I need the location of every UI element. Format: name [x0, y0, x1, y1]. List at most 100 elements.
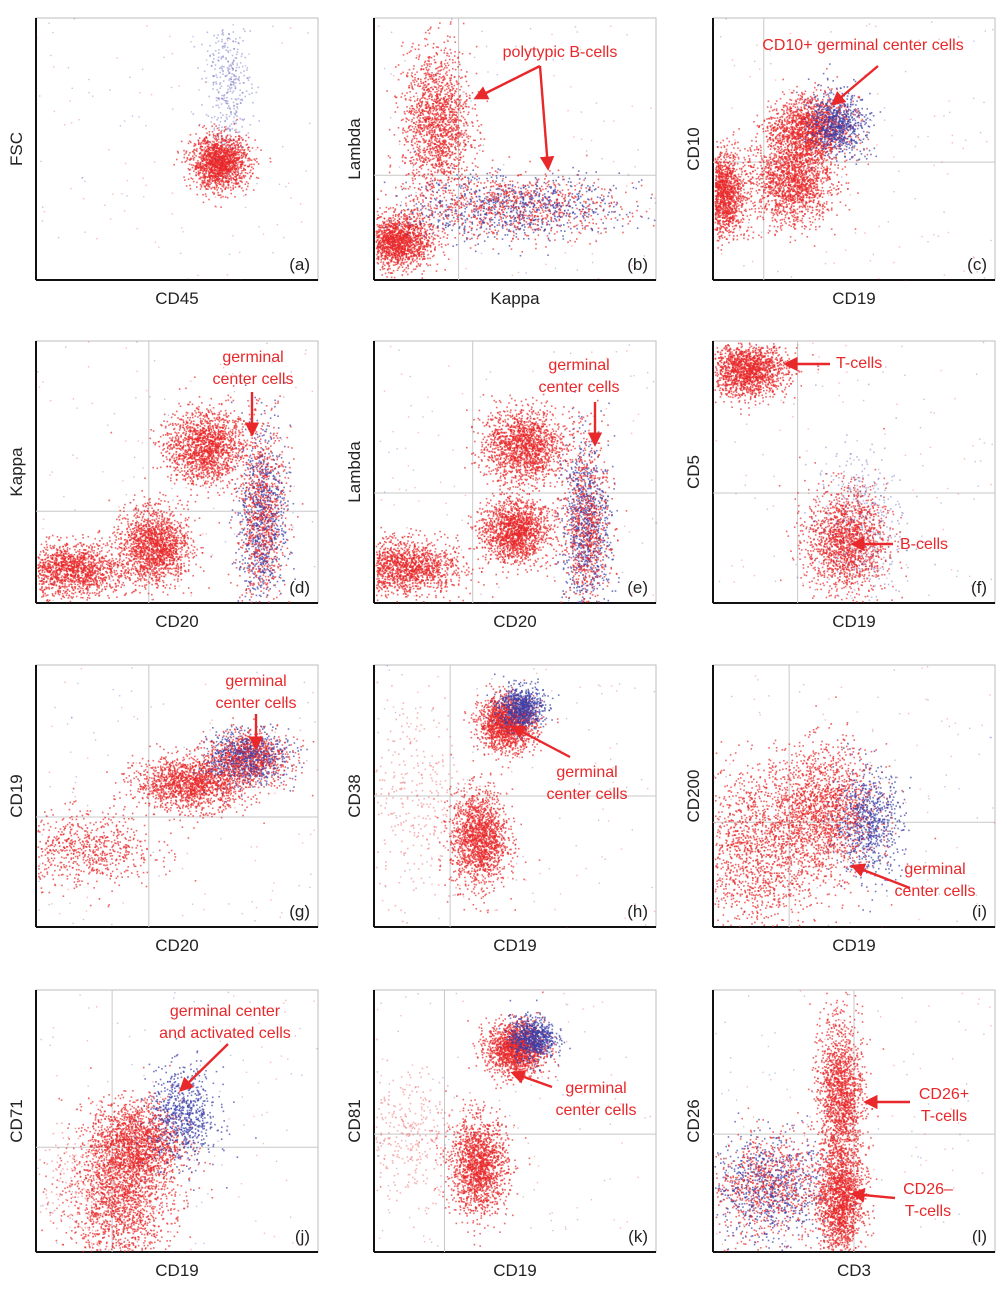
event-point — [456, 128, 459, 131]
event-point — [445, 144, 448, 146]
event-point — [208, 168, 211, 170]
event-point — [223, 176, 226, 178]
event-point — [453, 36, 456, 38]
event-point — [234, 122, 236, 125]
event-point — [459, 153, 461, 155]
event-point — [412, 225, 414, 227]
event-point — [249, 158, 251, 160]
event-point — [230, 176, 232, 179]
event-point — [229, 137, 231, 140]
event-point — [202, 165, 205, 167]
event-point — [232, 166, 234, 168]
event-point — [220, 158, 222, 161]
event-point — [463, 110, 465, 113]
event-point — [420, 135, 423, 138]
event-point — [251, 147, 254, 149]
event-point — [387, 223, 389, 225]
event-point — [389, 207, 392, 209]
event-point — [249, 177, 251, 180]
event-point — [440, 62, 442, 64]
event-point — [452, 59, 454, 61]
event-point — [432, 142, 434, 145]
event-point — [429, 188, 432, 191]
event-point — [245, 140, 247, 142]
event-point — [233, 164, 235, 167]
event-point — [240, 145, 243, 148]
event-point — [199, 147, 201, 149]
event-point — [209, 160, 212, 163]
event-point — [205, 158, 208, 161]
event-point — [431, 72, 433, 74]
event-point — [411, 244, 414, 246]
event-point — [404, 94, 406, 97]
event-point — [449, 117, 452, 119]
event-point — [416, 111, 419, 114]
event-point — [185, 185, 188, 187]
event-point — [420, 68, 422, 71]
event-point — [438, 124, 440, 127]
event-point — [418, 252, 421, 255]
event-point — [223, 147, 225, 149]
event-point — [431, 146, 434, 149]
event-point — [231, 73, 233, 75]
event-point — [457, 66, 459, 68]
event-point — [202, 194, 204, 196]
event-point — [305, 170, 307, 172]
event-point — [463, 125, 465, 127]
event-point — [442, 132, 445, 134]
event-point — [236, 182, 239, 185]
event-point — [440, 130, 442, 132]
event-point — [206, 179, 209, 182]
event-point — [219, 145, 222, 147]
event-point — [220, 196, 222, 199]
event-point — [183, 176, 185, 178]
event-point — [418, 183, 421, 185]
event-point — [256, 146, 259, 149]
event-point — [219, 76, 222, 79]
event-point — [222, 195, 224, 198]
event-point — [468, 94, 471, 97]
event-point — [218, 147, 221, 150]
event-point — [244, 171, 247, 174]
event-point — [383, 217, 386, 220]
event-point — [250, 169, 252, 172]
event-point — [218, 183, 221, 186]
event-point — [225, 167, 228, 169]
event-point — [212, 106, 214, 108]
event-point — [430, 152, 433, 154]
event-point — [432, 78, 434, 80]
event-point — [211, 186, 214, 189]
event-point — [190, 177, 193, 179]
event-point — [406, 72, 409, 74]
event-point — [244, 30, 246, 33]
event-point — [219, 83, 221, 86]
event-point — [441, 204, 444, 206]
event-point — [434, 133, 437, 136]
event-point — [207, 152, 209, 155]
event-point — [435, 101, 438, 104]
event-point — [218, 151, 221, 154]
event-point — [442, 79, 444, 81]
event-point — [435, 80, 438, 83]
event-point — [447, 87, 450, 89]
event-point — [437, 66, 440, 69]
event-point — [409, 96, 412, 99]
event-point — [448, 97, 450, 99]
event-point — [238, 142, 241, 144]
event-point — [213, 141, 215, 143]
event-point — [206, 142, 209, 145]
event-point — [456, 83, 459, 85]
event-point — [437, 87, 440, 89]
event-point — [438, 160, 441, 162]
event-point — [424, 258, 426, 260]
event-point — [380, 233, 383, 236]
event-point — [205, 59, 208, 61]
event-point — [210, 65, 213, 67]
event-point — [235, 164, 238, 167]
event-point — [192, 113, 195, 115]
event-point — [226, 156, 229, 158]
event-point — [232, 138, 235, 141]
event-point — [448, 113, 451, 116]
event-point — [415, 244, 418, 247]
